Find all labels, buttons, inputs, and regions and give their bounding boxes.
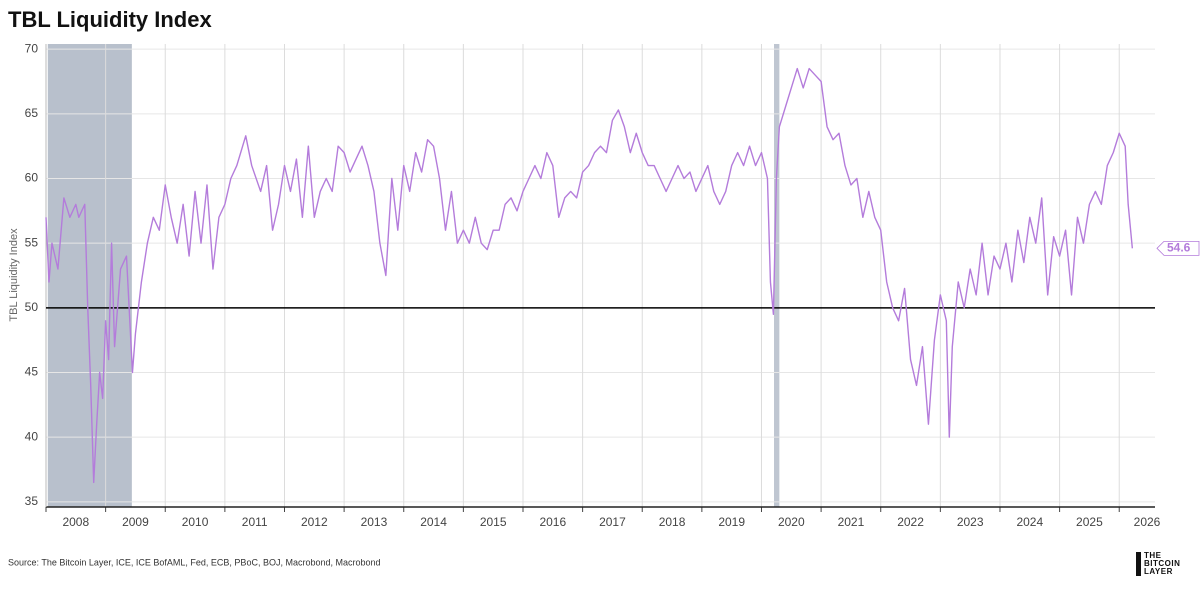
x-tick-label: 2015 xyxy=(480,515,507,529)
x-tick-label: 2022 xyxy=(897,515,924,529)
x-tick-label: 2010 xyxy=(182,515,209,529)
y-tick-label: 60 xyxy=(25,171,39,185)
x-tick-label: 2021 xyxy=(838,515,865,529)
logo-text: LAYER xyxy=(1144,567,1173,576)
y-tick-label: 40 xyxy=(25,429,39,443)
last-value-pointer xyxy=(1156,240,1200,256)
logo-text: THE xyxy=(1144,551,1162,560)
x-tick-label: 2026 xyxy=(1134,515,1161,529)
x-tick-label: 2011 xyxy=(242,515,268,529)
y-tick-label: 50 xyxy=(25,300,39,314)
y-tick-label: 45 xyxy=(25,365,39,379)
y-tick-label: 35 xyxy=(25,494,39,508)
logo-bar xyxy=(1136,552,1141,576)
x-tick-label: 2020 xyxy=(778,515,805,529)
y-tick-label: 70 xyxy=(25,41,39,55)
series-line xyxy=(45,67,1134,484)
x-tick-label: 2019 xyxy=(718,515,745,529)
x-tick-label: 2024 xyxy=(1016,515,1043,529)
x-tick-label: 2018 xyxy=(659,515,686,529)
source-note: Source: The Bitcoin Layer, ICE, ICE BofA… xyxy=(8,557,381,567)
shaded-region xyxy=(774,44,780,507)
last-value-label: 54.6 xyxy=(1167,241,1191,255)
chart-title: TBL Liquidity Index xyxy=(8,7,212,32)
x-tick-label: 2017 xyxy=(599,515,626,529)
x-tick-label: 2013 xyxy=(361,515,388,529)
shaded-region xyxy=(47,44,132,507)
x-tick-label: 2012 xyxy=(301,515,328,529)
x-tick-label: 2025 xyxy=(1076,515,1103,529)
x-tick-label: 2009 xyxy=(122,515,149,529)
x-tick-label: 2023 xyxy=(957,515,984,529)
x-tick-label: 2016 xyxy=(539,515,566,529)
y-tick-label: 55 xyxy=(25,235,39,249)
y-axis-label: TBL Liquidity Index xyxy=(8,228,20,322)
x-tick-label: 2014 xyxy=(420,515,447,529)
y-tick-label: 65 xyxy=(25,106,39,120)
x-tick-label: 2008 xyxy=(62,515,89,529)
logo: THE BITCOIN LAYER xyxy=(1136,551,1180,576)
logo-text: BITCOIN xyxy=(1144,559,1180,568)
